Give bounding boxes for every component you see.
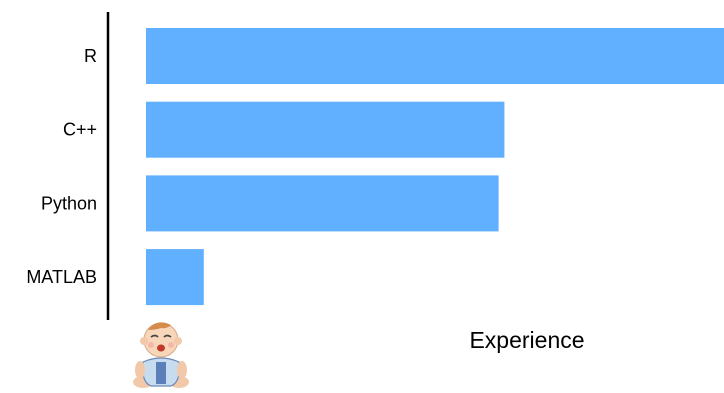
bar-c xyxy=(146,101,505,158)
category-label-python: Python xyxy=(41,193,97,213)
bar-matlab xyxy=(146,249,204,306)
category-label-c: C++ xyxy=(63,120,97,140)
x-axis-title: Experience xyxy=(469,327,584,353)
bar-r xyxy=(146,28,724,84)
baby-icon xyxy=(133,322,189,388)
bars-group xyxy=(146,28,724,306)
category-label-matlab: MATLAB xyxy=(26,267,97,287)
bar-python xyxy=(146,175,499,232)
category-label-r: R xyxy=(84,46,97,66)
category-labels-group: R C++ Python MATLAB xyxy=(26,46,97,287)
